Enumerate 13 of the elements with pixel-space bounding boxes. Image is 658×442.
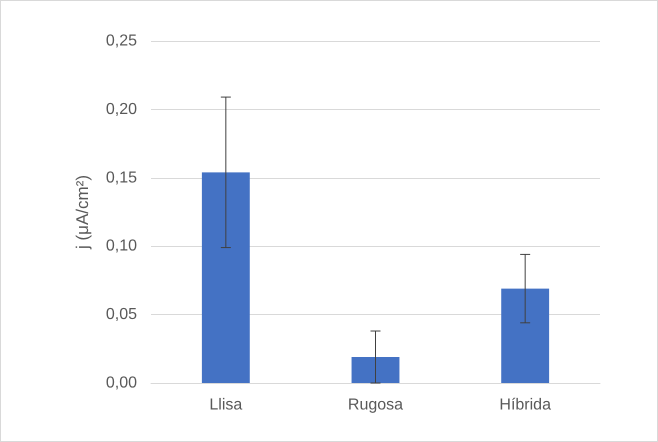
y-tick-label: 0,10 [106,238,138,255]
x-tick-label: Llisa [209,396,242,414]
bar [352,357,400,383]
bar [501,288,550,383]
y-tick-label: 0,25 [106,32,138,50]
bar [202,172,250,383]
y-tick-label: 0,00 [106,374,138,392]
x-tick-label: Híbrida [499,396,552,414]
y-axis-title: j (μA/cm²) [73,174,92,250]
y-tick-label: 0,20 [106,100,138,118]
x-tick-label: Rugosa [348,396,404,414]
y-tick-label: 0,15 [106,169,138,186]
y-tick-label: 0,05 [106,306,138,324]
